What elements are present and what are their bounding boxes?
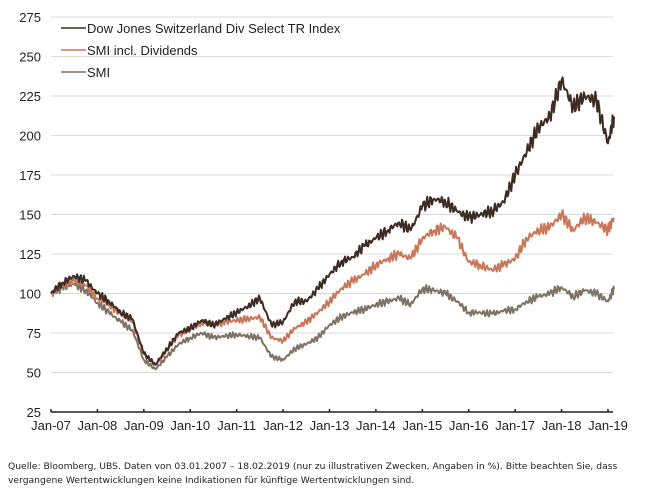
x-tick-label: Jan-14 [356, 418, 396, 433]
y-tick-label: 275 [19, 10, 41, 25]
x-tick-label: Jan-07 [31, 418, 71, 433]
series-lines [50, 76, 615, 371]
x-tick-label: Jan-10 [170, 418, 210, 433]
x-tick-label: Jan-13 [310, 418, 350, 433]
x-tick-label: Jan-18 [542, 418, 582, 433]
x-tick-label: Jan-09 [124, 418, 164, 433]
y-axis-tick-labels: 25 50 75 100 125 150 175 200 225 250 275 [19, 10, 41, 420]
legend: Dow Jones Switzerland Div Select TR Inde… [61, 21, 341, 80]
y-tick-label: 150 [19, 208, 41, 223]
y-tick-label: 200 [19, 129, 41, 144]
x-tick-label: Jan-19 [588, 418, 628, 433]
y-tick-label: 50 [27, 366, 41, 381]
legend-label: SMI incl. Dividends [87, 43, 198, 58]
series-line-1 [50, 209, 615, 367]
legend-label: Dow Jones Switzerland Div Select TR Inde… [87, 21, 341, 36]
x-tick-label: Jan-08 [78, 418, 118, 433]
y-tick-label: 25 [27, 405, 41, 420]
x-tick-label: Jan-12 [263, 418, 303, 433]
y-tick-label: 175 [19, 168, 41, 183]
series-line-0 [50, 76, 615, 366]
x-tick-label: Jan-15 [402, 418, 442, 433]
footnote-line-2: vergangene Wertentwicklungen keine Indik… [8, 475, 415, 486]
y-tick-label: 250 [19, 50, 41, 65]
footnote-line-1: Quelle: Bloomberg, UBS. Daten von 03.01.… [8, 461, 618, 472]
y-tick-label: 100 [19, 287, 41, 302]
x-tick-label: Jan-11 [217, 418, 256, 433]
y-tick-label: 75 [27, 326, 41, 341]
gridlines [51, 16, 613, 373]
legend-label: SMI [87, 65, 110, 80]
x-axis-ticks: Jan-07 Jan-08 Jan-09 Jan-10 Jan-11 Jan-12 Jan-… [31, 409, 628, 433]
source-footnote: Quelle: Bloomberg, UBS. Daten von 03.01.… [8, 460, 648, 488]
x-tick-label: Jan-16 [449, 418, 489, 433]
y-tick-label: 225 [19, 89, 41, 104]
y-tick-label: 125 [19, 247, 41, 262]
x-tick-label: Jan-17 [495, 418, 535, 433]
series-line-2 [50, 281, 615, 371]
